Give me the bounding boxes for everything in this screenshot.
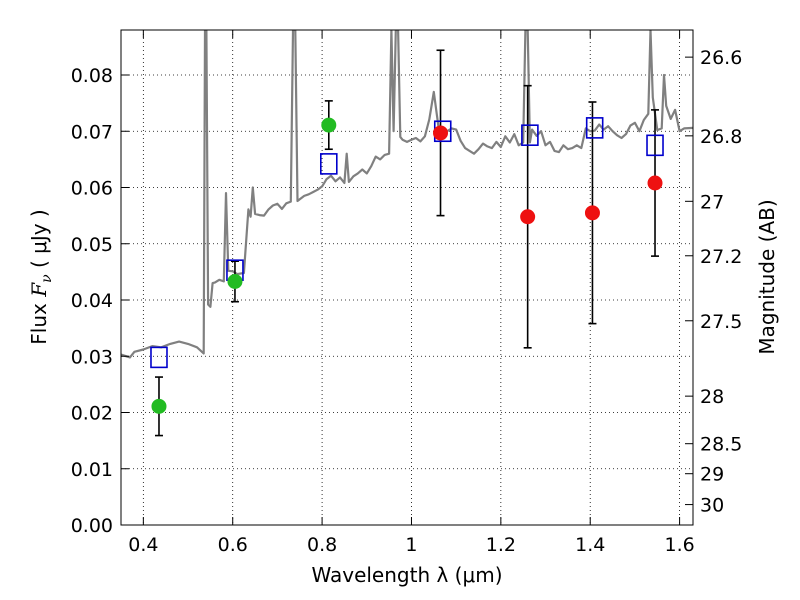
y-tick-label: 0.03 bbox=[71, 346, 113, 368]
x-tick-label: 0.6 bbox=[218, 534, 248, 556]
x-axis-label: Wavelength λ (μm) bbox=[311, 563, 502, 587]
y-tick-label: 0.07 bbox=[71, 121, 113, 143]
tick-labels: 0.4 0.6 0.8 1 1.2 1.4 1.6 0.00 0.01 0.02 0.03 0.04 0… bbox=[71, 47, 743, 556]
data-point bbox=[520, 209, 536, 225]
y-axis-label-prefix: Flux bbox=[27, 297, 51, 345]
y-tick-label: 0.01 bbox=[71, 459, 113, 481]
model-square-marker bbox=[521, 124, 539, 146]
y-tick-label: 0.02 bbox=[71, 403, 113, 425]
model-square-marker bbox=[150, 346, 168, 369]
mag-tick-label: 26.8 bbox=[700, 126, 742, 148]
mag-tick-label: 30 bbox=[700, 495, 724, 517]
mag-tick-label: 27.2 bbox=[700, 246, 742, 268]
x-tick-label: 1 bbox=[405, 534, 417, 556]
observed-points bbox=[151, 117, 663, 414]
model-points bbox=[150, 117, 664, 369]
model-square-marker bbox=[585, 117, 604, 139]
mag-tick-label: 27.5 bbox=[700, 311, 742, 333]
axis-ticks bbox=[121, 30, 693, 526]
model-square-marker bbox=[319, 153, 338, 175]
y-axis-label-suffix: ( μJy ) bbox=[27, 209, 51, 274]
y-tick-label: 0.04 bbox=[71, 290, 113, 312]
data-point bbox=[647, 175, 663, 191]
mag-tick-label: 26.6 bbox=[700, 47, 742, 69]
y-axis-label-symbol: F bbox=[27, 282, 51, 298]
mag-tick-label: 28 bbox=[700, 386, 724, 408]
y-tick-label: 0.05 bbox=[71, 234, 113, 256]
x-tick-label: 1.6 bbox=[664, 534, 694, 556]
x-tick-label: 0.4 bbox=[128, 534, 158, 556]
y-tick-label: 0.00 bbox=[71, 515, 113, 537]
x-tick-label: 1.4 bbox=[575, 534, 605, 556]
mag-tick-label: 28.5 bbox=[700, 434, 742, 456]
data-point bbox=[227, 273, 243, 289]
spectrum-series bbox=[121, 30, 693, 359]
plot-frame bbox=[120, 29, 694, 526]
model-square-marker bbox=[646, 134, 664, 157]
data-point bbox=[584, 205, 600, 221]
y-tick-label: 0.06 bbox=[71, 178, 113, 200]
x-tick-label: 1.2 bbox=[486, 534, 516, 556]
mag-tick-label: 27 bbox=[700, 191, 724, 213]
y-tick-label: 0.08 bbox=[71, 65, 113, 87]
data-point bbox=[151, 398, 167, 414]
spectrum-line bbox=[121, 30, 693, 359]
y-axis-label: Flux Fν ( μJy ) bbox=[27, 209, 55, 344]
mag-tick-label: 29 bbox=[700, 464, 724, 486]
x-tick-label: 0.8 bbox=[307, 534, 337, 556]
data-point bbox=[433, 125, 449, 141]
y-axis-label-subscript: ν bbox=[39, 274, 55, 283]
data-point bbox=[321, 117, 337, 133]
y2-axis-label: Magnitude (AB) bbox=[755, 199, 779, 354]
